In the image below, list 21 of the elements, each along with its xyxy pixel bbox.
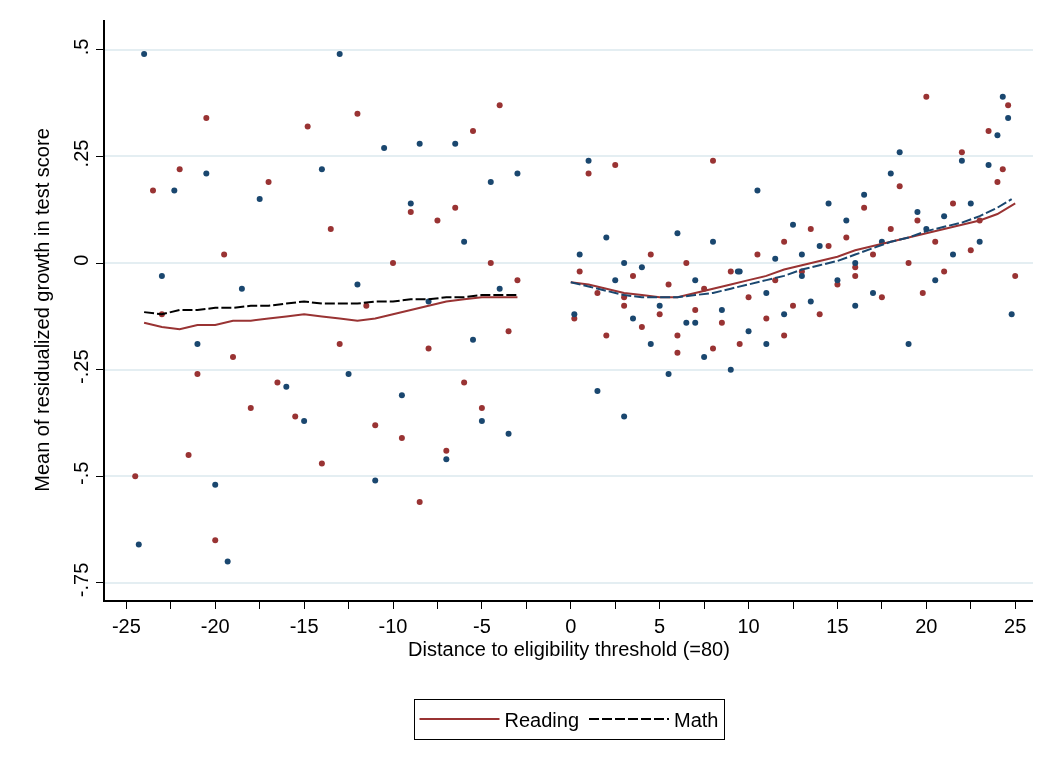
x-tick-label: -20	[200, 614, 230, 637]
x-tick-label: -15	[289, 614, 319, 637]
x-tick-label: 25	[1004, 614, 1027, 637]
y-tick-label: .25	[70, 139, 93, 168]
x-tick-label: 5	[654, 614, 666, 637]
x-tick-label: 0	[565, 614, 577, 637]
y-tick-label: -.5	[70, 461, 93, 485]
legend-label: Reading	[504, 708, 580, 731]
x-tick-label: 15	[826, 614, 849, 637]
x-tick-label: 20	[915, 614, 938, 637]
x-tick-label: -5	[472, 614, 491, 637]
legend-label: Math	[674, 708, 719, 731]
x-tick-label: -25	[111, 614, 141, 637]
y-axis-title: Mean of residualized growth in test score	[31, 128, 54, 492]
x-axis-title: Distance to eligibility threshold (=80)	[408, 637, 730, 660]
y-tick-label: 0	[70, 254, 93, 266]
x-tick-label: -10	[378, 614, 408, 637]
x-tick-label: 10	[737, 614, 760, 637]
y-tick-label: .5	[70, 38, 93, 56]
y-tick-label: -.25	[70, 349, 93, 384]
y-tick-label: -.75	[70, 562, 93, 598]
